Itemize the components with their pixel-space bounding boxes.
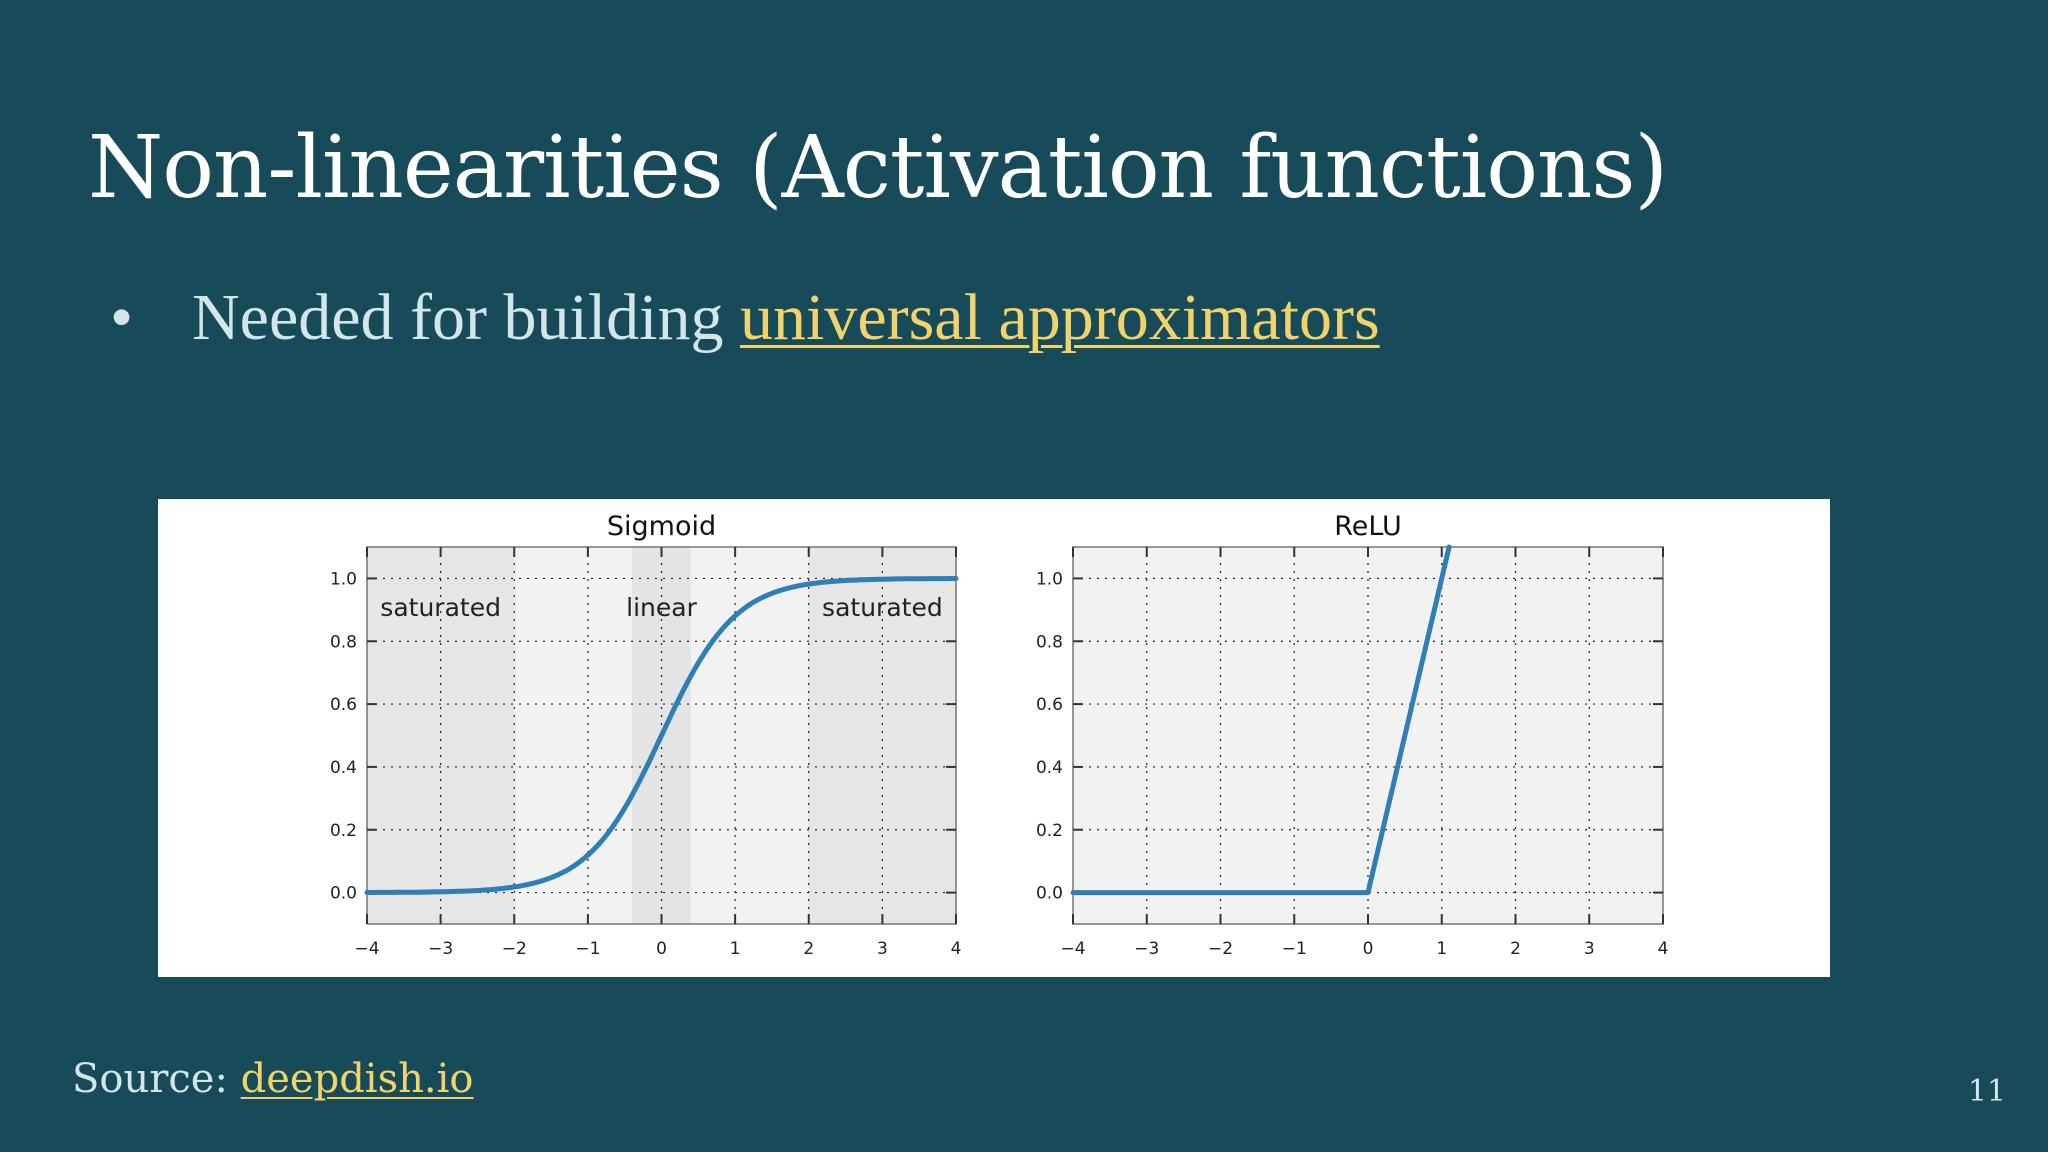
activation-figure: −4 −3 −2 −1 0 1 2 3 4 0.0 0.2 0.4 0.6 0.8 1.0 Sigmoid sa… [158,499,1830,977]
sigmoid-xtick-label-6: 2 [803,939,814,959]
relu-xtick-label-6: 2 [1510,939,1521,959]
relu-xtick-label-2: −2 [1208,939,1233,959]
relu-xtick-label-7: 3 [1584,939,1595,959]
relu-xtick-label-1: −3 [1134,939,1159,959]
relu-xtick-label-0: −4 [1060,939,1085,959]
relu-curve [1070,544,1452,896]
relu-xtick-label-4: 0 [1363,939,1374,959]
sigmoid-region-label-0: saturated [380,593,501,622]
sigmoid-xtick-label-2: −2 [502,939,527,959]
sigmoid-ytick-label-0: 0.0 [330,884,357,904]
sigmoid-ytick-label-3: 0.6 [330,695,357,715]
relu-ytick-label-4: 0.8 [1036,632,1063,652]
bullet-text: Needed for building [192,281,741,354]
sigmoid-region-label-2: saturated [822,593,943,622]
bullet-dot: • [110,281,134,354]
universal-approximators-link[interactable]: universal approximators [740,281,1380,354]
sigmoid-xtick-label-5: 1 [730,939,741,959]
sigmoid-ytick-label-1: 0.2 [330,821,357,841]
source-link[interactable]: deepdish.io [240,1056,474,1102]
sigmoid-region-label-1: linear [626,593,697,622]
sigmoid-ytick-label-4: 0.8 [330,632,357,652]
sigmoid-xtick-label-8: 4 [951,939,962,959]
sigmoid-xtick-label-0: −4 [354,939,379,959]
sigmoid-title: Sigmoid [607,511,716,542]
relu-ytick-label-5: 1.0 [1036,569,1063,589]
sigmoid-ytick-label-2: 0.4 [330,758,357,778]
bullet-item: • Needed for building universal approxima… [110,280,1380,356]
relu-xtick-label-3: −1 [1282,939,1307,959]
activation-charts: −4 −3 −2 −1 0 1 2 3 4 0.0 0.2 0.4 0.6 0.8 1.0 Sigmoid sa… [330,511,1669,959]
slide-title: Non-linearities (Activation functions) [88,118,1668,218]
relu-ytick-label-0: 0.0 [1036,884,1063,904]
sigmoid-ytick-label-5: 1.0 [330,569,357,589]
sigmoid-xtick-label-1: −3 [428,939,453,959]
sigmoid-curve [364,576,959,895]
source-line: Source: deepdish.io [72,1056,473,1102]
relu-plot-area [1073,547,1663,924]
page-number: 11 [1967,1074,2006,1109]
relu-xtick-label-5: 1 [1436,939,1447,959]
sigmoid-xtick-label-7: 3 [877,939,888,959]
relu-ytick-label-1: 0.2 [1036,821,1063,841]
relu-ytick-label-2: 0.4 [1036,758,1063,778]
relu-title: ReLU [1334,511,1402,542]
sigmoid-region-0 [367,547,515,924]
sigmoid-xtick-label-4: 0 [656,939,667,959]
sigmoid-xtick-label-3: −1 [575,939,600,959]
sigmoid-region-2 [808,547,956,924]
source-label: Source: [72,1056,241,1102]
relu-ytick-label-3: 0.6 [1036,695,1063,715]
relu-xtick-label-8: 4 [1658,939,1669,959]
